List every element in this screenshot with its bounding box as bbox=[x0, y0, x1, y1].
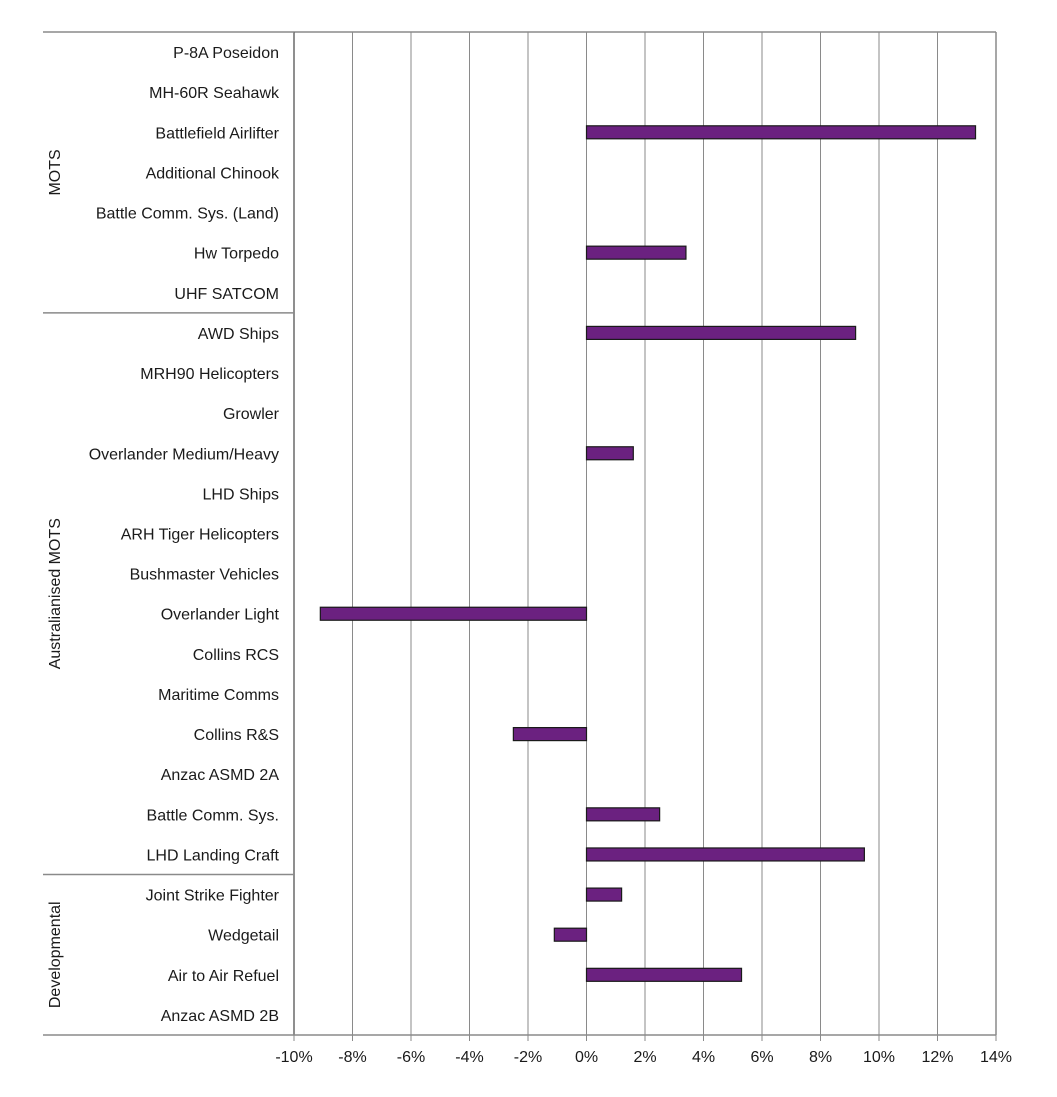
group-labels: MOTS Australianised MOTS Developmental bbox=[47, 149, 64, 1008]
category-label: Growler bbox=[223, 406, 280, 423]
bar-7 bbox=[585, 325, 857, 340]
category-label: Collins R&S bbox=[194, 727, 279, 744]
category-label: LHD Ships bbox=[203, 486, 279, 503]
bar-14 bbox=[319, 606, 588, 621]
bar-21 bbox=[585, 887, 623, 902]
category-label: MH-60R Seahawk bbox=[149, 85, 280, 102]
x-tick-label: 2% bbox=[633, 1049, 656, 1066]
category-label: Collins RCS bbox=[193, 647, 279, 664]
category-label: UHF SATCOM bbox=[174, 286, 279, 303]
x-axis-ticks: -10% -8% -6% -4% -2% 0% 2% 4% 6% 8% 10% 12% 14% bbox=[275, 1035, 1012, 1066]
category-label: Battle Comm. Sys. (Land) bbox=[96, 206, 279, 223]
x-tick-label: 6% bbox=[750, 1049, 773, 1066]
x-tick-label: -4% bbox=[455, 1049, 483, 1066]
category-label: Overlander Light bbox=[161, 607, 280, 624]
category-label: AWD Ships bbox=[198, 326, 279, 343]
category-label: Air to Air Refuel bbox=[168, 968, 279, 985]
bars bbox=[319, 125, 977, 982]
category-label: Anzac ASMD 2B bbox=[161, 1008, 279, 1025]
category-label: LHD Landing Craft bbox=[146, 847, 279, 864]
category-label: Battlefield Airlifter bbox=[155, 125, 279, 142]
category-label: Battle Comm. Sys. bbox=[147, 807, 279, 824]
x-tick-label: 4% bbox=[692, 1049, 715, 1066]
plot-frame bbox=[43, 31, 997, 1036]
x-tick-label: -2% bbox=[514, 1049, 542, 1066]
category-label: Additional Chinook bbox=[146, 165, 280, 182]
category-labels: P-8A Poseidon MH-60R Seahawk Battlefield A… bbox=[89, 45, 280, 1025]
gridlines bbox=[293, 32, 997, 1035]
category-label: ARH Tiger Helicopters bbox=[121, 527, 279, 544]
category-label: Maritime Comms bbox=[158, 687, 279, 704]
bar-2 bbox=[585, 125, 977, 140]
category-label: P-8A Poseidon bbox=[173, 45, 279, 62]
x-tick-label: 10% bbox=[863, 1049, 895, 1066]
category-label: Anzac ASMD 2A bbox=[161, 767, 280, 784]
group-label: MOTS bbox=[47, 149, 64, 195]
category-label: Hw Torpedo bbox=[194, 246, 279, 263]
bar-17 bbox=[512, 726, 588, 742]
bar-22 bbox=[553, 927, 588, 942]
x-tick-label: 12% bbox=[921, 1049, 953, 1066]
bar-19 bbox=[585, 807, 661, 822]
x-tick-label: -8% bbox=[338, 1049, 366, 1066]
category-label: Wedgetail bbox=[208, 928, 279, 945]
group-label: Developmental bbox=[47, 901, 64, 1008]
group-label: Australianised MOTS bbox=[47, 518, 64, 669]
bar-20 bbox=[585, 847, 865, 862]
bar-23 bbox=[585, 967, 743, 982]
x-tick-label: -10% bbox=[275, 1049, 312, 1066]
category-label: Overlander Medium/Heavy bbox=[89, 446, 279, 463]
category-label: Joint Strike Fighter bbox=[146, 888, 280, 905]
bar-10 bbox=[585, 446, 634, 461]
x-tick-label: 0% bbox=[575, 1049, 598, 1066]
x-tick-label: 14% bbox=[980, 1049, 1012, 1066]
x-tick-label: 8% bbox=[809, 1049, 832, 1066]
x-tick-label: -6% bbox=[397, 1049, 425, 1066]
category-label: Bushmaster Vehicles bbox=[130, 567, 279, 584]
bar-5 bbox=[585, 245, 687, 260]
category-label: MRH90 Helicopters bbox=[140, 366, 279, 383]
